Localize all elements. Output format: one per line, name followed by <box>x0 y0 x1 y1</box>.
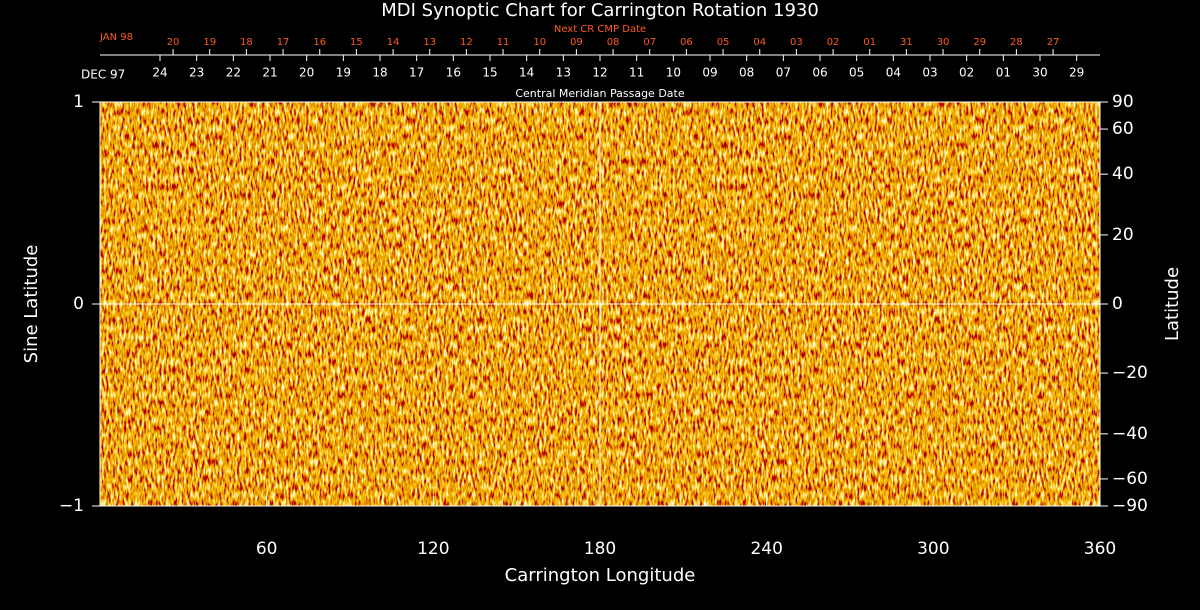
x3-tick-label: 06 <box>680 37 693 48</box>
y2-tick-label: 60 <box>1112 119 1134 139</box>
x3-tick-label: 29 <box>973 37 986 48</box>
x2-tick-label: 17 <box>409 66 424 80</box>
x2-tick-label: 29 <box>1069 66 1084 80</box>
x-tick-label: 360 <box>1084 539 1116 559</box>
x3-tick-label: 30 <box>937 37 950 48</box>
x3-tick-label: 10 <box>533 37 546 48</box>
y2-tick-label: 20 <box>1112 225 1134 245</box>
x2-tick-label: 19 <box>336 66 351 80</box>
x2-tick-label: 12 <box>592 66 607 80</box>
x3-tick-label: 05 <box>717 37 730 48</box>
x2-tick-label: 20 <box>299 66 314 80</box>
y2-tick-label: −60 <box>1112 469 1148 489</box>
x3-tick-label: 03 <box>790 37 803 48</box>
y2-tick-label: −40 <box>1112 424 1148 444</box>
y2-tick-label: 90 <box>1112 92 1134 112</box>
x2-tick-label: 24 <box>152 66 167 80</box>
y2-tick-label: −90 <box>1112 496 1148 516</box>
x3-tick-label: 27 <box>1047 37 1060 48</box>
x2-tick-label: 02 <box>959 66 974 80</box>
x2-tick-label: 08 <box>739 66 754 80</box>
y2-axis-title: Latitude <box>1162 267 1183 341</box>
x3-tick-label: 09 <box>570 37 583 48</box>
x2-tick-label: 21 <box>262 66 277 80</box>
y-axis-title: Sine Latitude <box>21 245 42 364</box>
x2-tick-label: 06 <box>812 66 827 80</box>
x2-tick-label: 10 <box>666 66 681 80</box>
x2-tick-label: 15 <box>482 66 497 80</box>
x2-tick-label: 30 <box>1032 66 1047 80</box>
y-tick-label: −1 <box>59 496 84 516</box>
x2-tick-label: 03 <box>922 66 937 80</box>
x2-tick-label: 18 <box>372 66 387 80</box>
x2-tick-label: 01 <box>996 66 1011 80</box>
x3-tick-label: 16 <box>313 37 326 48</box>
x3-tick-label: 08 <box>607 37 620 48</box>
y-tick-label: 0 <box>73 294 84 314</box>
x3-tick-label: 18 <box>240 37 253 48</box>
x3-tick-label: 13 <box>423 37 436 48</box>
x3-tick-label: 04 <box>753 37 766 48</box>
x3-tick-label: 28 <box>1010 37 1023 48</box>
x2-tick-label: 09 <box>702 66 717 80</box>
x3-tick-label: 20 <box>167 37 180 48</box>
x2-tick-label: 13 <box>556 66 571 80</box>
x3-tick-label: 11 <box>497 37 510 48</box>
x2-tick-label: 07 <box>776 66 791 80</box>
x3-tick-label: 17 <box>277 37 290 48</box>
x-tick-label: 180 <box>584 539 616 559</box>
y2-tick-label: −20 <box>1112 363 1148 383</box>
x3-tick-label: 07 <box>643 37 656 48</box>
x2-tick-label: 16 <box>446 66 461 80</box>
x2-tick-label: 23 <box>189 66 204 80</box>
x-tick-label: 120 <box>417 539 449 559</box>
x3-tick-label: 15 <box>350 37 363 48</box>
x2-tick-label: 04 <box>886 66 901 80</box>
x2-tick-label: 14 <box>519 66 534 80</box>
x3-tick-label: 14 <box>387 37 400 48</box>
x-axis-title: Carrington Longitude <box>505 565 696 586</box>
x2-tick-label: 22 <box>226 66 241 80</box>
y2-tick-label: 40 <box>1112 164 1134 184</box>
x-tick-label: 300 <box>917 539 949 559</box>
x3-tick-label: 19 <box>203 37 216 48</box>
x3-tick-label: 01 <box>863 37 876 48</box>
x2-tick-label: 11 <box>629 66 644 80</box>
next-cr-title: Next CR CMP Date <box>554 24 646 35</box>
y2-tick-label: 0 <box>1112 294 1123 314</box>
cmp-start: DEC 97 <box>81 68 125 82</box>
x3-tick-label: 12 <box>460 37 473 48</box>
y-tick-label: 1 <box>73 92 84 112</box>
cmp-title: Central Meridian Passage Date <box>515 87 684 100</box>
x3-tick-label: 31 <box>900 37 913 48</box>
x3-tick-label: 02 <box>827 37 840 48</box>
chart-title: MDI Synoptic Chart for Carrington Rotati… <box>381 0 819 21</box>
x-tick-label: 60 <box>256 539 278 559</box>
x2-tick-label: 05 <box>849 66 864 80</box>
x-tick-label: 240 <box>750 539 782 559</box>
next-cr-start: JAN 98 <box>99 32 133 43</box>
